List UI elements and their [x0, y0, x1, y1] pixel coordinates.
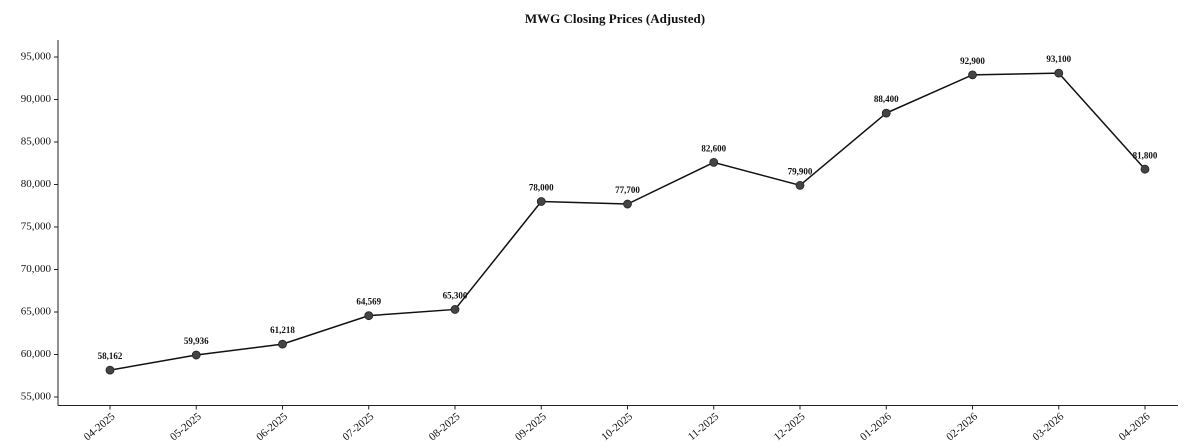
- x-tick-label: 05-2025: [168, 410, 204, 443]
- value-label: 81,800: [1133, 150, 1158, 160]
- point: [105, 365, 115, 375]
- y-tick-label: 95,000: [21, 51, 52, 63]
- point: [364, 311, 374, 321]
- point: [709, 157, 719, 167]
- value-label: 92,900: [960, 56, 985, 66]
- y-tick-label: 85,000: [21, 136, 52, 148]
- value-label: 82,600: [701, 143, 726, 153]
- value-label: 77,700: [615, 185, 640, 195]
- point: [536, 197, 546, 206]
- value-label: 79,900: [788, 166, 813, 176]
- point: [881, 108, 891, 118]
- value-label: 93,100: [1046, 54, 1071, 64]
- y-tick-label: 90,000: [21, 93, 52, 105]
- x-tick-label: 01-2026: [858, 410, 894, 443]
- x-tick-label: 06-2025: [254, 410, 290, 443]
- value-label: 58,162: [98, 351, 123, 361]
- x-tick-label: 07-2025: [340, 410, 376, 443]
- point: [623, 199, 632, 209]
- point: [968, 70, 977, 80]
- value-label: 65,300: [443, 291, 468, 301]
- chart-title: MWG Closing Prices (Adjusted): [525, 11, 705, 26]
- x-tick-label: 11-2025: [686, 410, 722, 443]
- y-tick-label: 60,000: [21, 348, 52, 360]
- y-tick-label: 75,000: [21, 221, 52, 233]
- value-label: 88,400: [874, 94, 899, 104]
- point: [1054, 68, 1064, 78]
- y-tick-label: 70,000: [21, 263, 52, 275]
- y-tick-label: 80,000: [21, 178, 52, 190]
- y-tick-label: 65,000: [21, 306, 52, 318]
- y-tick-label: 55,000: [21, 391, 52, 403]
- point: [795, 180, 805, 190]
- value-label: 61,218: [270, 325, 295, 335]
- point: [278, 339, 287, 349]
- x-tick-label: 04-2025: [82, 410, 118, 443]
- x-tick-label: 12-2025: [772, 410, 808, 443]
- point: [191, 350, 201, 360]
- value-label: 59,936: [184, 336, 209, 346]
- x-tick-label: 04-2026: [1117, 410, 1153, 443]
- value-label: 78,000: [529, 183, 554, 193]
- price-line: [109, 72, 1146, 371]
- point: [450, 305, 460, 314]
- x-tick-label: 02-2026: [944, 410, 980, 443]
- x-tick-label: 08-2025: [427, 410, 463, 443]
- x-tick-label: 09-2025: [513, 410, 549, 443]
- point: [1140, 164, 1150, 174]
- x-tick-label: 03-2026: [1030, 410, 1066, 443]
- x-tick-label: 10-2025: [599, 410, 635, 443]
- value-label: 64,569: [356, 297, 381, 307]
